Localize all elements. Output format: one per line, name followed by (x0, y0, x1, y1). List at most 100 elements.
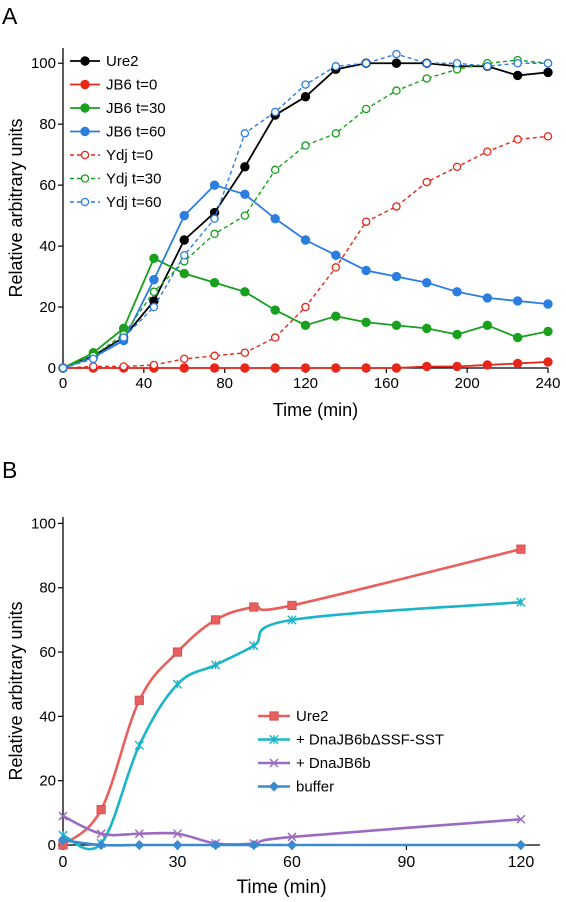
legend-marker (269, 711, 279, 721)
data-point (392, 202, 401, 211)
data-point (513, 58, 522, 68)
data-point (422, 361, 432, 372)
data-point (361, 363, 371, 373)
x-tick-label: 120 (508, 854, 535, 871)
data-point (249, 640, 259, 651)
data-point (361, 217, 371, 226)
y-tick-label: 80 (39, 580, 56, 597)
data-point (210, 214, 219, 223)
data-point (149, 287, 159, 297)
data-point (483, 147, 492, 156)
data-point (119, 333, 128, 342)
series-buffer (57, 835, 526, 851)
y-tick-label: 0 (48, 837, 56, 854)
panel-label-b: B (2, 457, 17, 483)
data-point (249, 602, 259, 612)
x-tick-label: 0 (59, 854, 68, 871)
data-point (482, 360, 493, 370)
data-point (300, 320, 311, 331)
x-tick-label: 30 (169, 854, 187, 871)
data-point (543, 357, 553, 367)
legend-marker (80, 174, 90, 183)
data-point (422, 177, 431, 187)
data-point (422, 58, 431, 68)
data-point (391, 271, 402, 282)
data-point (179, 235, 189, 245)
legend-label: JB6 t=30 (106, 100, 166, 117)
data-point (149, 274, 159, 285)
legend-label: Ure2 (296, 708, 329, 725)
x-axis-title: Time (min) (236, 877, 326, 898)
panel-label-a: A (2, 3, 18, 29)
legend-marker (80, 126, 90, 137)
chart-b: 0 20 40 60 80 100 0 30 60 90 120 Time (min) Relative… (6, 515, 540, 898)
data-point (331, 363, 341, 373)
data-point (240, 348, 250, 358)
data-point (301, 80, 310, 89)
y-tick-label: 60 (39, 177, 56, 194)
data-point (58, 363, 68, 373)
data-point (300, 363, 311, 373)
data-point (240, 162, 250, 172)
legend-marker (80, 56, 90, 66)
legend-marker (268, 781, 280, 792)
x-tick-label: 160 (374, 375, 399, 392)
data-point (96, 829, 106, 839)
data-point (452, 58, 462, 68)
y-tick-label: 80 (39, 116, 56, 133)
legend-label: JB6 t=0 (106, 77, 157, 94)
data-point (172, 647, 183, 657)
data-point (361, 58, 371, 68)
data-point (452, 162, 462, 172)
data-point (543, 58, 553, 68)
data-point (172, 829, 183, 839)
data-point (512, 296, 523, 306)
data-point (209, 180, 220, 190)
data-point (240, 129, 250, 138)
x-tick-label: 0 (59, 375, 67, 392)
data-point (270, 165, 280, 175)
data-point (515, 839, 526, 851)
data-point (482, 293, 493, 303)
data-point (482, 320, 493, 331)
y-tick-label: 0 (48, 360, 56, 377)
x-tick-label: 60 (283, 854, 301, 871)
x-tick-label: 80 (216, 375, 233, 392)
data-point (57, 835, 69, 846)
data-point (89, 362, 98, 371)
x-tick-label: 120 (293, 375, 318, 392)
y-tick-label: 60 (39, 644, 56, 661)
data-point (240, 287, 250, 297)
data-point (211, 615, 221, 625)
data-point (149, 253, 159, 263)
x-tick-label: 240 (535, 375, 560, 392)
data-point (543, 132, 553, 141)
data-point (179, 210, 189, 221)
data-point (134, 695, 144, 705)
x-tick-label: 200 (455, 375, 480, 392)
data-point (331, 129, 341, 138)
data-point (248, 839, 259, 851)
series-line (62, 600, 522, 851)
data-point (209, 363, 220, 373)
data-point (543, 299, 553, 309)
data-point (134, 829, 144, 839)
legend-label: Ydj t=60 (106, 194, 161, 211)
data-point (422, 74, 431, 83)
series-ydj-t-60 (58, 49, 553, 373)
data-point (270, 333, 280, 342)
y-axis-title: Relative arbitrary units (6, 601, 26, 780)
x-tick-label: 40 (135, 375, 152, 392)
data-point (210, 229, 219, 239)
data-point (452, 287, 462, 297)
data-point (300, 92, 311, 102)
data-point (270, 363, 280, 373)
data-point (210, 660, 221, 670)
x-tick-label: 90 (398, 854, 416, 871)
data-point (301, 302, 310, 312)
legend-marker (80, 197, 90, 207)
y-tick-label: 20 (39, 299, 56, 316)
data-point (210, 351, 219, 361)
data-point (331, 311, 341, 321)
